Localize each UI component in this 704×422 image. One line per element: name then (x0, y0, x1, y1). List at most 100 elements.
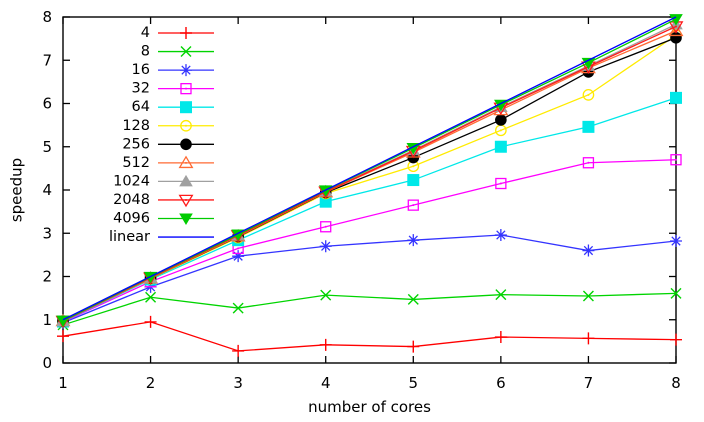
marker-square-filled (582, 120, 595, 133)
marker-square-open (320, 221, 332, 233)
legend-item-1024: 1024 (113, 173, 214, 189)
marker-triangle-down-filled (581, 57, 596, 70)
x-tick-label: 3 (233, 374, 243, 392)
series-line-linear (62, 16, 677, 321)
x-tick-label: 2 (146, 374, 156, 392)
x-tick-label: 8 (671, 374, 681, 392)
marker-cross (407, 293, 419, 305)
marker-circle-open (180, 119, 192, 132)
y-tick-label: 3 (42, 224, 52, 242)
marker-triangle-down-filled (669, 14, 683, 26)
legend-item-linear: linear (109, 229, 214, 245)
legend-item-8: 8 (141, 44, 214, 60)
marker-square-filled (407, 174, 420, 187)
marker-triangle-up-filled (179, 174, 193, 187)
marker-plus (232, 344, 245, 357)
series-16 (57, 228, 682, 329)
marker-square-open (407, 199, 419, 211)
legend-label-512: 512 (122, 155, 150, 171)
marker-plus (494, 331, 507, 344)
marker-plus (144, 315, 157, 328)
marker-plus (57, 330, 69, 343)
legend: 4 8 16 32 64 128 256 512 1024 2048 4096 linear (109, 25, 214, 245)
y-tick-label: 8 (42, 8, 52, 26)
marker-plus (670, 333, 682, 346)
marker-square-open (180, 83, 192, 95)
marker-cross (232, 302, 244, 314)
series-4 (57, 315, 682, 357)
marker-circle-open (582, 89, 595, 101)
marker-asterisk (670, 235, 682, 248)
marker-cross (180, 46, 192, 58)
marker-cross (495, 289, 507, 301)
marker-circle-filled (495, 114, 507, 126)
y-tick-label: 4 (42, 181, 52, 199)
x-axis-title: number of cores (308, 398, 431, 416)
series-linear (62, 16, 677, 321)
legend-label-256: 256 (122, 136, 150, 152)
y-tick-label: 7 (42, 51, 52, 69)
marker-square-open (495, 177, 507, 190)
x-tick-label: 1 (58, 374, 68, 392)
marker-cross (582, 290, 594, 302)
series-line-2048 (62, 25, 677, 322)
marker-circle-open (495, 124, 507, 137)
y-tick-label: 6 (42, 95, 52, 113)
legend-item-32: 32 (132, 81, 214, 97)
y-tick-label: 5 (42, 138, 52, 156)
marker-square-open (582, 157, 595, 169)
series-line-8 (62, 292, 677, 326)
legend-item-16: 16 (132, 62, 214, 78)
legend-label-2048: 2048 (113, 192, 150, 208)
y-tick-label: 2 (42, 268, 52, 286)
legend-label-1024: 1024 (113, 173, 150, 189)
marker-cross (670, 287, 682, 299)
legend-label-16: 16 (132, 62, 150, 78)
marker-cross (145, 291, 157, 303)
marker-asterisk (232, 250, 245, 263)
marker-square-filled (670, 91, 682, 104)
y-tick-label: 1 (42, 311, 52, 329)
marker-asterisk (407, 234, 420, 247)
legend-label-linear: linear (109, 229, 150, 245)
legend-label-32: 32 (132, 81, 150, 97)
marker-triangle-down-filled (179, 213, 193, 225)
x-tick-label: 6 (496, 374, 506, 392)
marker-square-open (670, 154, 682, 166)
marker-square-filled (180, 101, 192, 114)
marker-triangle-down-filled (231, 229, 245, 242)
marker-plus (407, 340, 420, 353)
marker-cross (320, 289, 332, 301)
marker-plus (180, 27, 192, 39)
marker-triangle-down-filled (406, 143, 421, 155)
marker-plus (319, 338, 332, 351)
x-tick-label: 4 (321, 374, 331, 392)
marker-asterisk (319, 240, 332, 253)
legend-item-256: 256 (122, 136, 214, 152)
marker-square-filled (319, 195, 332, 208)
legend-item-128: 128 (122, 118, 214, 134)
marker-asterisk (494, 228, 507, 241)
legend-label-4096: 4096 (113, 211, 150, 227)
series-8 (57, 287, 682, 331)
marker-plus (582, 332, 595, 345)
y-axis-title: speedup (7, 157, 26, 223)
x-tick-label: 7 (584, 374, 594, 392)
legend-item-2048: 2048 (113, 192, 214, 208)
marker-square-filled (494, 140, 507, 153)
series-line-4 (62, 321, 677, 352)
legend-label-128: 128 (122, 118, 150, 134)
marker-triangle-down-filled (494, 99, 508, 112)
x-tick-label: 5 (409, 374, 419, 392)
marker-triangle-down-open (178, 194, 194, 208)
legend-label-8: 8 (141, 44, 150, 60)
marker-triangle-up-open (178, 155, 194, 169)
legend-item-4096: 4096 (113, 211, 214, 227)
series-line-32 (62, 159, 677, 323)
series-32 (57, 154, 682, 328)
legend-item-512: 512 (122, 155, 214, 171)
marker-asterisk (180, 64, 192, 77)
marker-asterisk (582, 244, 595, 257)
